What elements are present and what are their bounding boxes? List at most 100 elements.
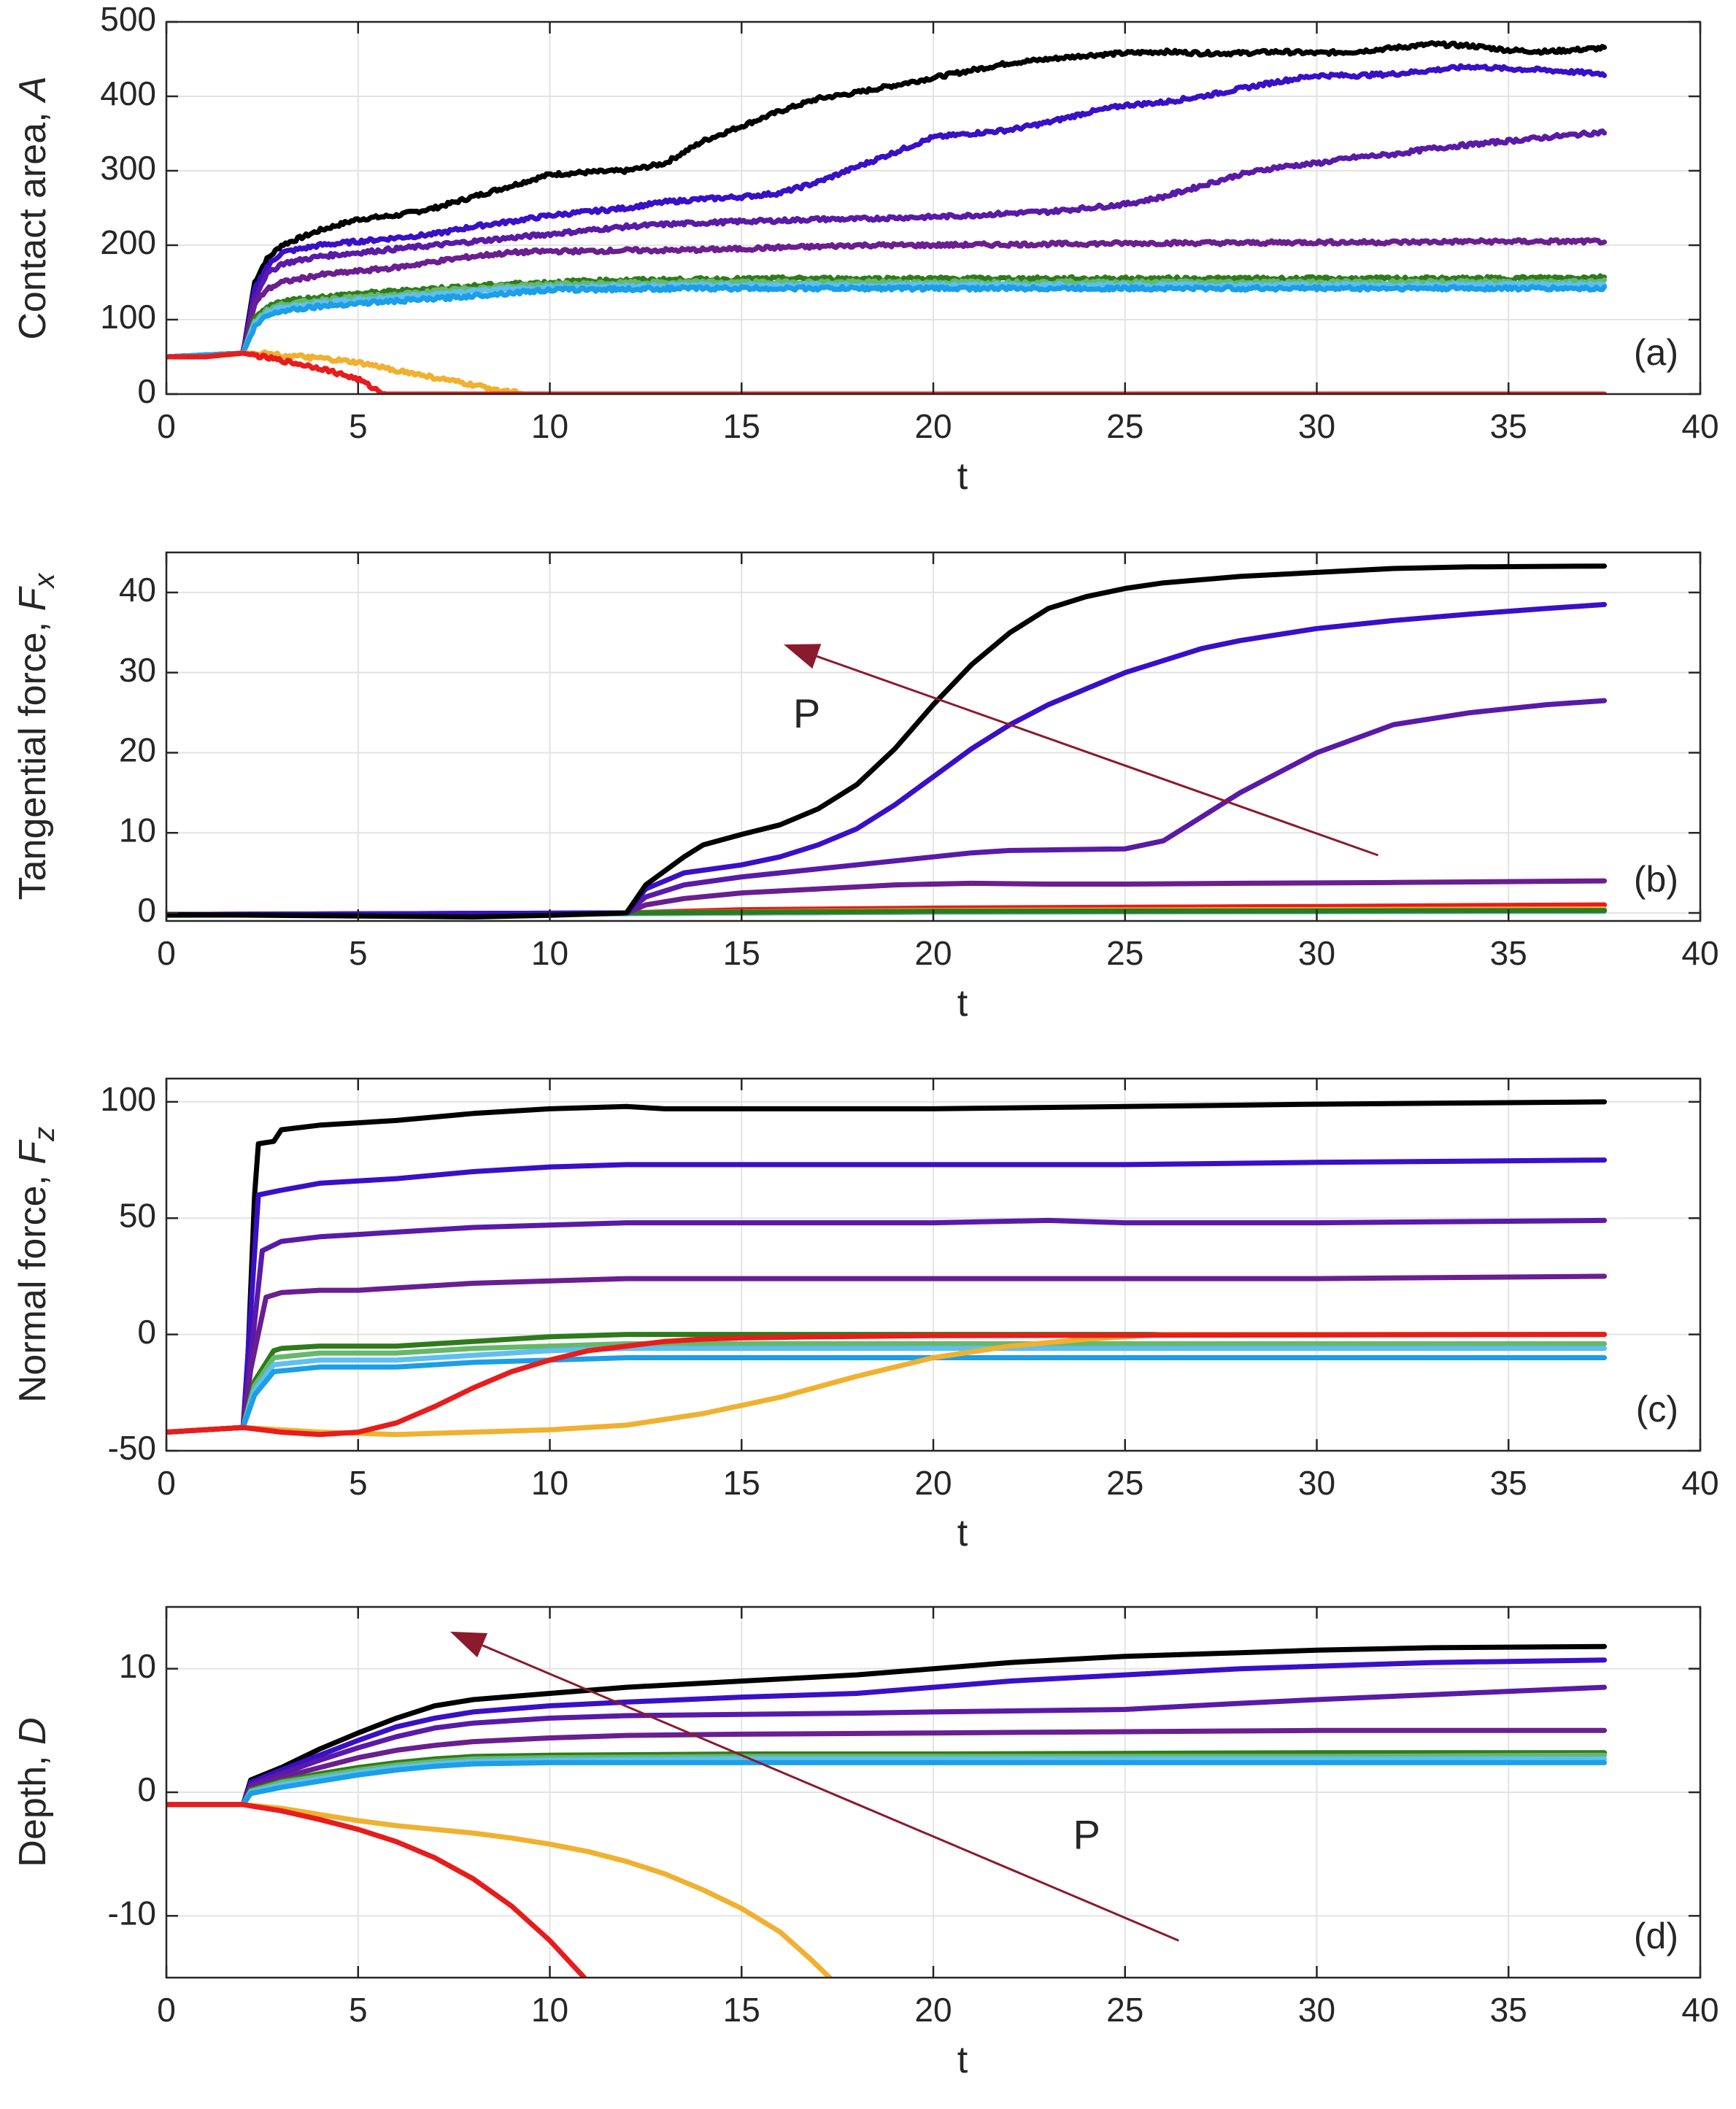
x-tick-label: 25 <box>1106 407 1143 445</box>
y-axis-label: Depth, D <box>12 1717 54 1867</box>
x-tick-label: 5 <box>349 407 368 445</box>
x-tick-label: 30 <box>1298 407 1335 445</box>
series-line-8 <box>166 698 1608 917</box>
y-tick-label: 10 <box>119 811 156 849</box>
y-tick-label: 0 <box>137 1313 156 1351</box>
series-line-3 <box>166 1684 1608 1808</box>
y-tick-label: 100 <box>100 1080 156 1118</box>
x-tick-label: 30 <box>1298 934 1335 972</box>
x-tick-label: 40 <box>1681 934 1718 972</box>
y-tick-label: 300 <box>100 149 156 187</box>
x-tick-label: 15 <box>723 1464 760 1502</box>
series-line-1 <box>166 40 1608 360</box>
y-tick-label: 20 <box>119 731 156 769</box>
x-tick-label: 15 <box>723 1991 760 2029</box>
series-line-1 <box>166 1099 1608 1435</box>
arrow-line <box>482 1644 1179 1942</box>
y-tick-label: 50 <box>119 1196 156 1234</box>
x-tick-label: 10 <box>531 1991 568 2029</box>
series-line-4 <box>166 1273 1608 1435</box>
x-tick-label: 5 <box>349 934 368 972</box>
x-tick-label: 25 <box>1106 1464 1143 1502</box>
panel-a: 0 5 10 15 20 25 30 35 400100200300400500tContact… <box>12 0 1719 498</box>
x-tick-label: 15 <box>723 934 760 972</box>
y-tick-label: 30 <box>119 651 156 689</box>
y-tick-label: 500 <box>100 0 156 38</box>
y-tick-label: 40 <box>119 571 156 609</box>
x-tick-label: 20 <box>914 407 952 445</box>
series-line-7 <box>166 1802 833 1978</box>
series-line-2 <box>166 1157 1608 1435</box>
x-tick-label: 25 <box>1106 934 1143 972</box>
series-line-2 <box>166 63 1608 360</box>
panel-d: P 0 5 10 15 20 25 30 35 40 -10 0 10 t Depth, D (d) <box>12 1605 1719 2081</box>
x-tick-label: 0 <box>157 1991 176 2029</box>
x-tick-label: 25 <box>1106 1991 1143 2029</box>
x-tick-label: 10 <box>531 1464 568 1502</box>
x-tick-label: 35 <box>1490 1464 1527 1502</box>
x-tick-label: 10 <box>531 934 568 972</box>
y-axis-label: Tangential force, Fx <box>12 572 61 901</box>
x-tick-label: 40 <box>1681 407 1718 445</box>
series-line-2 <box>166 1657 1608 1808</box>
series-line-3 <box>166 128 1608 360</box>
panel-tag: (d) <box>1634 1916 1678 1956</box>
panel-tag: (c) <box>1636 1389 1678 1430</box>
arrow-head <box>450 1631 488 1658</box>
series-group <box>166 1099 1608 1438</box>
series-line-5 <box>166 1332 1608 1435</box>
arrow-line <box>816 655 1379 857</box>
x-tick-label: 20 <box>914 1991 952 2029</box>
series-line-8 <box>166 284 1608 360</box>
arrow-label: P <box>793 690 820 736</box>
series-line-10 <box>166 1332 1608 1438</box>
x-axis-label: t <box>957 2039 968 2081</box>
arrow-label: P <box>1073 1811 1100 1857</box>
y-tick-label: 100 <box>100 298 156 336</box>
y-tick-label: -10 <box>108 1894 156 1932</box>
x-tick-label: 35 <box>1490 934 1527 972</box>
x-tick-label: 40 <box>1681 1464 1718 1502</box>
y-tick-label: 10 <box>119 1647 156 1685</box>
y-tick-label: 200 <box>100 223 156 261</box>
series-line-4 <box>166 237 1608 360</box>
y-tick-label: 0 <box>137 1770 156 1808</box>
x-tick-label: 35 <box>1490 407 1527 445</box>
x-tick-label: 20 <box>914 934 952 972</box>
series-line-8 <box>166 1355 1608 1435</box>
y-tick-label: 400 <box>100 74 156 112</box>
x-tick-label: 30 <box>1298 1991 1335 2029</box>
x-tick-label: 5 <box>349 1991 368 2029</box>
x-axis-label: t <box>957 982 968 1025</box>
panel-tag: (a) <box>1634 332 1678 373</box>
x-tick-label: 5 <box>349 1464 368 1502</box>
panel-tag: (b) <box>1634 859 1678 900</box>
x-tick-label: 0 <box>157 1464 176 1502</box>
x-tick-label: 0 <box>157 934 176 972</box>
series-line-10 <box>166 1802 587 1978</box>
y-axis-label: Normal force, Fz <box>12 1127 61 1403</box>
series-line-4 <box>166 1727 1608 1808</box>
series-line-9 <box>166 1759 1608 1808</box>
y-tick-label: 0 <box>137 891 156 929</box>
x-axis-label: t <box>957 1512 968 1554</box>
y-tick-label: 0 <box>137 372 156 410</box>
x-axis-label: t <box>957 455 968 498</box>
series-line-9 <box>166 349 1608 394</box>
x-tick-label: 20 <box>914 1464 952 1502</box>
arrow-head <box>784 644 822 669</box>
y-axis-label: Contact area, A <box>12 76 54 339</box>
series-line-7 <box>166 878 1608 917</box>
series-group <box>166 40 1608 394</box>
series-group <box>166 1643 1608 1978</box>
panel-b: P 0 5 10 15 20 25 30 35 40 0 10 20 30 40 t Tangential fo… <box>12 551 1719 1025</box>
x-tick-label: 30 <box>1298 1464 1335 1502</box>
x-tick-label: 35 <box>1490 1991 1527 2029</box>
y-tick-label: -50 <box>108 1429 156 1467</box>
x-tick-label: 10 <box>531 407 568 445</box>
x-tick-label: 15 <box>723 407 760 445</box>
x-tick-label: 40 <box>1681 1991 1718 2029</box>
